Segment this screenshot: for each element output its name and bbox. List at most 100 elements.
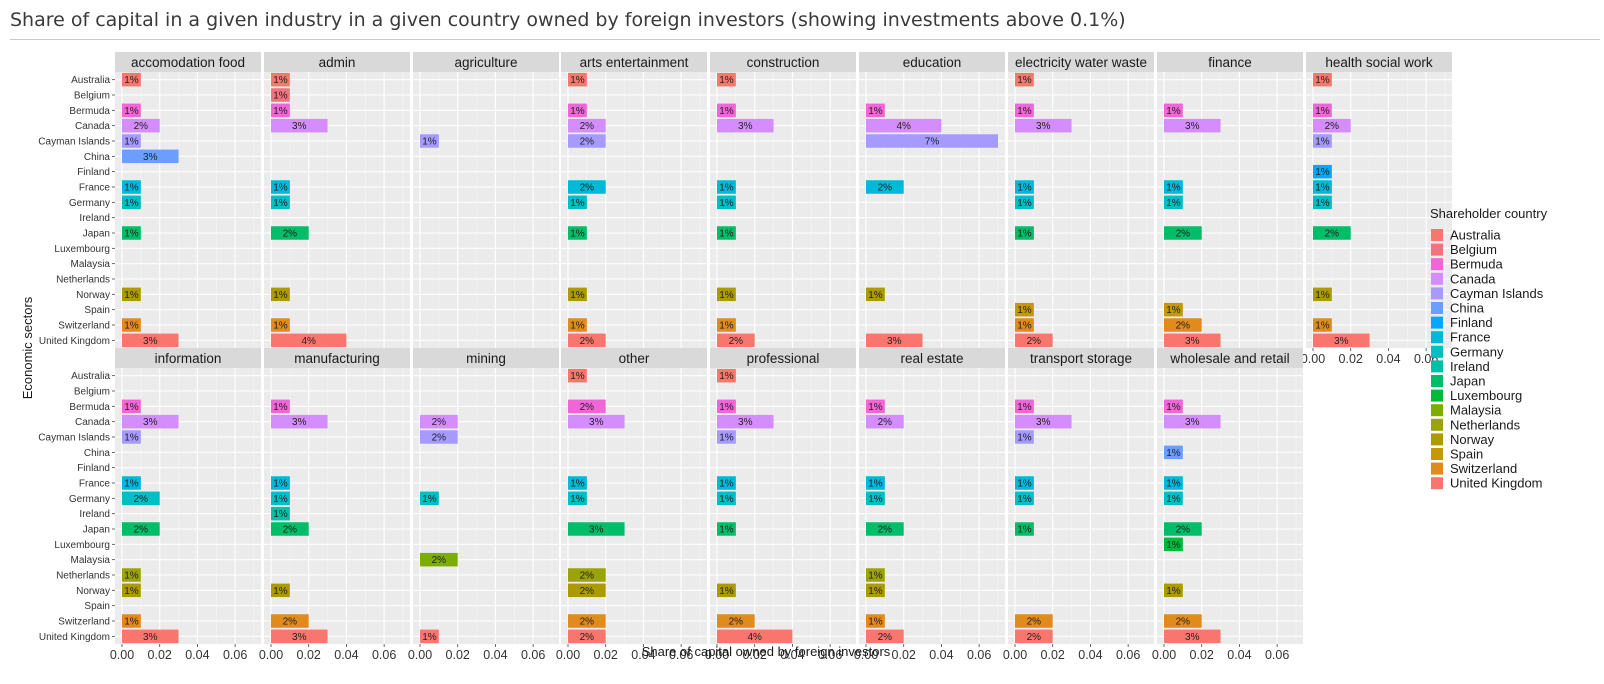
bar-label: 2% <box>134 525 149 536</box>
bar-real-estate-switzerland <box>866 614 885 628</box>
legend-key-cayman-islands <box>1431 287 1443 300</box>
bar-label: 1% <box>124 479 139 490</box>
facet-strip-manufacturing <box>264 348 410 368</box>
bar-information-germany <box>122 491 160 506</box>
bar-label: 1% <box>719 433 734 444</box>
bar-finance-canada <box>1164 118 1221 133</box>
x-tick-label: 0.02 <box>1339 352 1363 366</box>
panel-bg-agriculture <box>413 72 559 348</box>
x-tick-label: 0.02 <box>1190 648 1214 662</box>
bar-information-france <box>122 476 141 490</box>
bar-label: 1% <box>570 229 585 240</box>
bar-label: 1% <box>1017 75 1032 86</box>
bar-admin-norway <box>271 287 290 302</box>
bar-label: 2% <box>283 229 298 240</box>
x-tick-label: 0.04 <box>631 648 655 662</box>
y-tick-label: Germany <box>69 198 110 209</box>
y-tick-label: Malaysia <box>71 555 111 566</box>
y-tick-label: China <box>84 448 111 459</box>
bar-label: 2% <box>283 525 298 536</box>
bar-arts-entertainment-norway <box>568 287 587 302</box>
bar-manufacturing-norway <box>271 583 290 598</box>
bar-label: 3% <box>143 152 158 163</box>
x-tick-label: 0.00 <box>110 648 134 662</box>
y-tick-label: Belgium <box>74 387 110 398</box>
bar-electricity-water-waste-australia <box>1015 72 1034 87</box>
legend-key-finland <box>1431 316 1443 329</box>
panel-bg-arts-entertainment <box>561 72 707 348</box>
bar-arts-entertainment-switzerland <box>568 318 587 332</box>
legend-key-switzerland <box>1431 462 1443 475</box>
y-tick-label: Japan <box>83 229 110 240</box>
bar-label: 2% <box>1176 321 1191 332</box>
bar-label: 2% <box>283 617 298 628</box>
bar-information-japan <box>122 522 160 536</box>
panel-bg-other <box>561 368 707 644</box>
bar-label: 1% <box>570 494 585 505</box>
bar-professional-united-kingdom <box>717 629 793 644</box>
bar-label: 2% <box>580 121 595 132</box>
panel-bg-real-estate <box>859 368 1005 644</box>
bar-information-netherlands <box>122 568 141 582</box>
bar-label: 3% <box>292 417 307 428</box>
bar-transport-storage-japan <box>1015 522 1034 536</box>
facet-label-arts-entertainment: arts entertainment <box>580 55 689 70</box>
bar-label: 1% <box>124 75 139 86</box>
panel-bg-health-social-work <box>1306 72 1452 348</box>
bar-label: 1% <box>124 586 139 597</box>
bar-label: 3% <box>1036 121 1051 132</box>
bar-electricity-water-waste-united-kingdom <box>1015 333 1053 348</box>
bar-transport-storage-france <box>1015 476 1034 490</box>
bar-label: 1% <box>1315 137 1330 148</box>
bar-label: 4% <box>747 632 762 643</box>
bar-construction-switzerland <box>717 318 736 332</box>
legend-label: Malaysia <box>1450 403 1502 418</box>
bar-label: 2% <box>729 617 744 628</box>
facet-strip-other <box>561 348 707 368</box>
bar-label: 2% <box>580 137 595 148</box>
bar-transport-storage-united-kingdom <box>1015 629 1053 644</box>
bar-health-social-work-finland <box>1313 164 1332 179</box>
facet-label-wholesale-and-retail: wholesale and retail <box>1169 351 1289 366</box>
x-tick-label: 0.06 <box>372 648 396 662</box>
x-tick-label: 0.02 <box>594 648 618 662</box>
facet-strip-transport-storage <box>1008 348 1154 368</box>
bar-other-germany <box>568 491 587 506</box>
bar-health-social-work-germany <box>1313 195 1332 210</box>
x-tick-label: 0.02 <box>297 648 321 662</box>
bar-label: 2% <box>1176 525 1191 536</box>
legend-label: Netherlands <box>1450 417 1521 432</box>
y-tick-label: Bermuda <box>69 402 110 413</box>
facet-strip-electricity-water-waste <box>1008 52 1154 72</box>
y-tick-label: Canada <box>75 121 110 132</box>
y-tick-label: Cayman Islands <box>38 433 110 444</box>
bar-label: 2% <box>878 632 893 643</box>
bar-label: 7% <box>925 137 940 148</box>
facet-label-education: education <box>903 55 962 70</box>
facet-strip-accomodation-food <box>115 52 261 72</box>
bar-label: 1% <box>1166 402 1181 413</box>
bar-health-social-work-canada <box>1313 118 1351 133</box>
x-tick-label: 0.06 <box>669 648 693 662</box>
bar-mining-canada <box>420 414 458 429</box>
bar-manufacturing-japan <box>271 522 309 536</box>
bar-label: 2% <box>432 433 447 444</box>
bar-professional-australia <box>717 368 736 383</box>
bar-accomodation-food-canada <box>122 118 160 133</box>
bar-label: 1% <box>124 229 139 240</box>
legend-label: Ireland <box>1450 359 1490 374</box>
bar-wholesale-and-retail-bermuda <box>1164 399 1183 414</box>
bar-wholesale-and-retail-norway <box>1164 583 1183 598</box>
bar-label: 1% <box>868 402 883 413</box>
bar-label: 1% <box>570 290 585 301</box>
bar-accomodation-food-switzerland <box>122 318 141 332</box>
panel-bg-admin <box>264 72 410 348</box>
legend-label: China <box>1450 301 1485 316</box>
bar-finance-united-kingdom <box>1164 333 1221 348</box>
x-tick-label: 0.04 <box>483 648 507 662</box>
bar-admin-australia <box>271 72 290 87</box>
bar-label: 1% <box>273 91 288 102</box>
bar-accomodation-food-china <box>122 149 179 164</box>
bar-health-social-work-norway <box>1313 287 1332 302</box>
